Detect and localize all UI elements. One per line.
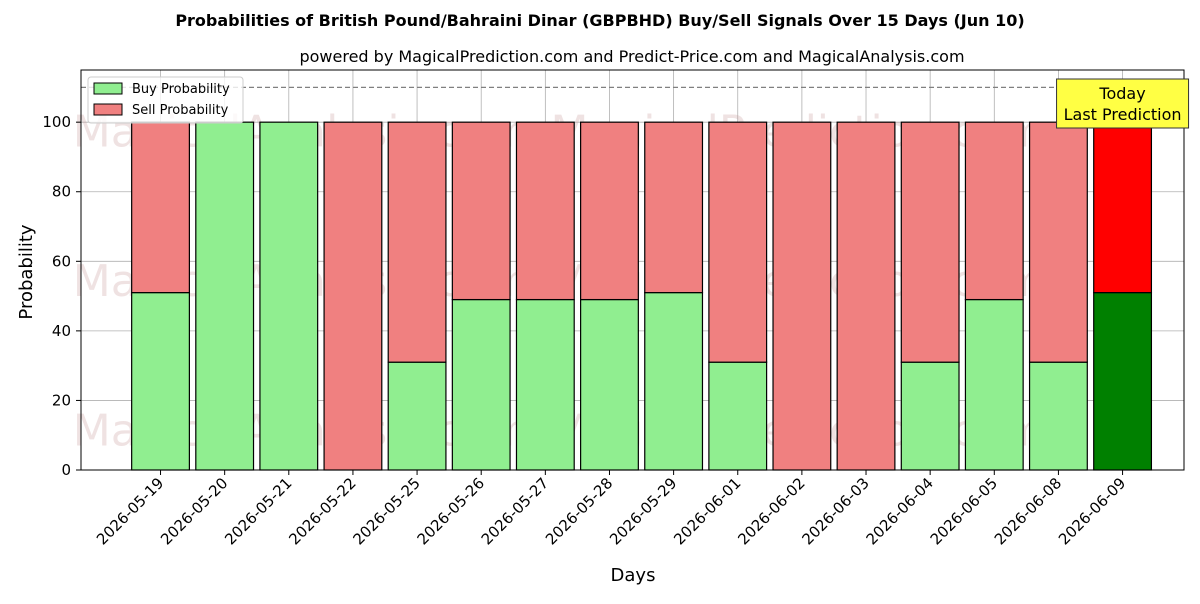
- y-tick-label: 100: [42, 113, 71, 131]
- sell-bar: [580, 121, 639, 301]
- x-tick-label: 2026-06-04: [863, 474, 937, 548]
- buy-bar: [708, 361, 768, 471]
- legend-swatch-sell: [93, 103, 123, 116]
- buy-bar: [387, 361, 447, 471]
- buy-bar: [1028, 361, 1088, 471]
- buy-bar: [644, 292, 704, 471]
- y-tick-label: 80: [52, 183, 71, 201]
- x-tick-label: 2026-05-27: [478, 474, 552, 548]
- x-tick-label: 2026-05-21: [221, 474, 295, 548]
- annotation-line-1: Today: [1098, 84, 1145, 103]
- sell-bar: [387, 121, 447, 363]
- y-tick-label: 40: [52, 322, 71, 340]
- sell-bar: [708, 121, 768, 363]
- buy-bar: [580, 298, 639, 471]
- x-tick-label: 2026-05-20: [157, 474, 231, 548]
- x-tick-label: 2026-05-25: [350, 474, 424, 548]
- sell-bar: [836, 121, 896, 471]
- buy-bar: [195, 121, 255, 471]
- buy-bar: [259, 121, 319, 471]
- buy-bar: [515, 298, 575, 471]
- x-tick-label: 2026-05-19: [93, 474, 167, 548]
- buy-bar: [964, 298, 1024, 471]
- sell-bar: [900, 121, 960, 363]
- sell-bar: [772, 121, 832, 471]
- x-tick-label: 2026-06-02: [734, 474, 808, 548]
- y-tick-label: 60: [52, 252, 71, 270]
- buy-bar: [1093, 292, 1153, 471]
- sell-bar: [644, 121, 704, 294]
- legend-label-sell: Sell Probability: [132, 103, 229, 118]
- x-tick-label: 2026-06-09: [1055, 474, 1129, 548]
- legend-swatch-buy: [93, 82, 123, 95]
- chart-subtitle: powered by MagicalPrediction.com and Pre…: [299, 47, 964, 66]
- buy-bar: [900, 361, 960, 471]
- x-tick-label: 2026-06-03: [798, 474, 872, 548]
- sell-bar: [131, 121, 190, 294]
- x-tick-label: 2026-06-01: [670, 474, 744, 548]
- x-tick-label: 2026-05-28: [542, 474, 616, 548]
- y-axis-label: Probability: [16, 224, 37, 319]
- chart-title: Probabilities of British Pound/Bahraini …: [175, 11, 1024, 30]
- y-tick-label: 20: [52, 391, 71, 409]
- sell-bar: [515, 121, 575, 301]
- x-axis-label: Days: [611, 565, 656, 586]
- sell-bar: [1028, 121, 1088, 363]
- sell-bar: [1093, 121, 1153, 294]
- sell-bar: [451, 121, 511, 301]
- sell-bar: [964, 121, 1024, 301]
- plot-frame: [80, 69, 1185, 471]
- annotation-line-2: Last Prediction: [1064, 105, 1182, 124]
- buy-bar: [131, 292, 190, 471]
- x-tick-label: 2026-05-22: [285, 474, 359, 548]
- legend-box: [87, 76, 244, 124]
- x-tick-label: 2026-06-05: [927, 474, 1001, 548]
- annotation-box: [1056, 78, 1190, 129]
- x-tick-label: 2026-06-08: [991, 474, 1065, 548]
- sell-bar: [323, 121, 383, 471]
- legend-label-buy: Buy Probability: [132, 82, 230, 97]
- y-tick-label: 0: [61, 461, 71, 479]
- x-tick-label: 2026-05-29: [606, 474, 680, 548]
- x-tick-label: 2026-05-26: [414, 474, 488, 548]
- buy-bar: [451, 298, 511, 471]
